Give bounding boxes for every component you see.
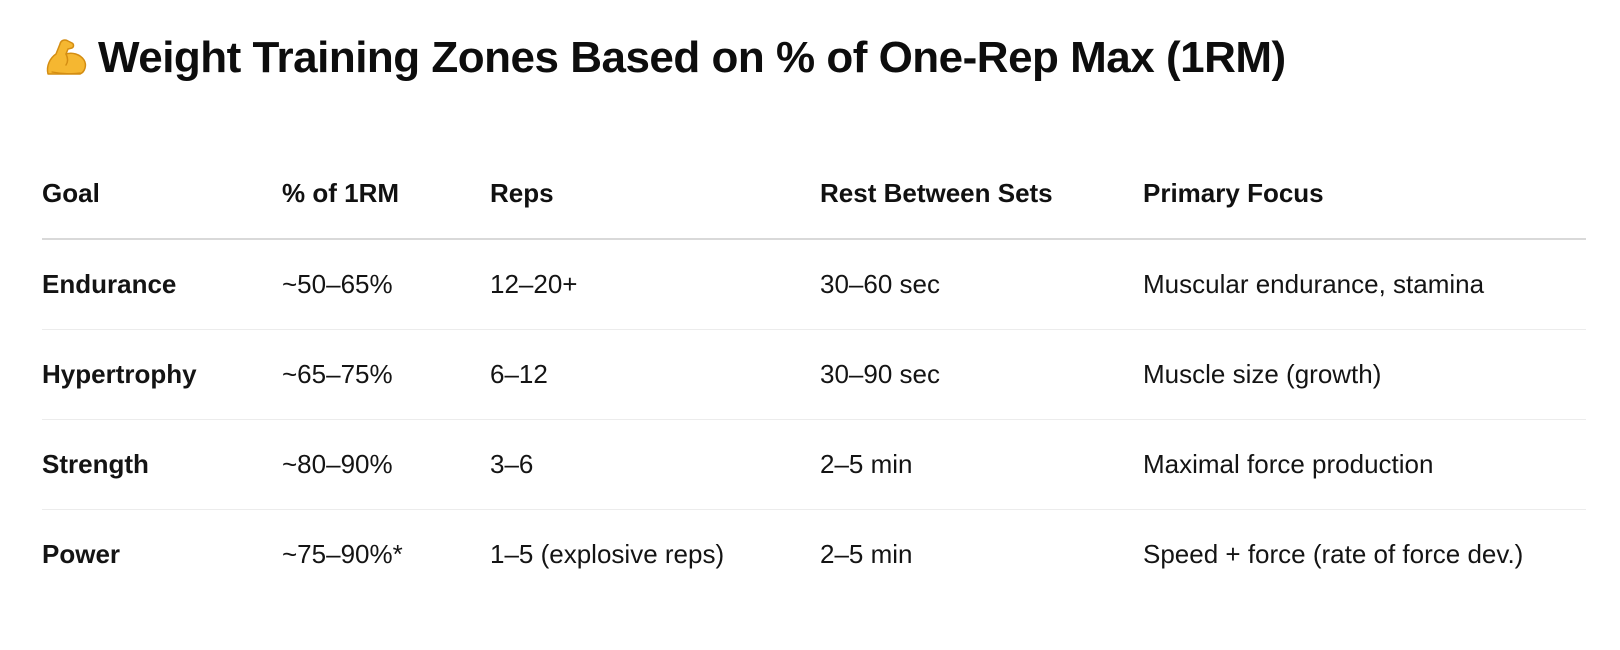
cell-rest: 30–60 sec bbox=[820, 239, 1143, 330]
cell-goal: Hypertrophy bbox=[42, 329, 282, 420]
cell-rest: 30–90 sec bbox=[820, 329, 1143, 420]
table-row: Endurance ~50–65% 12–20+ 30–60 sec Muscu… bbox=[42, 239, 1586, 330]
cell-percent-1rm: ~65–75% bbox=[282, 329, 490, 420]
page-title: Weight Training Zones Based on % of One-… bbox=[42, 28, 1286, 88]
cell-primary-focus: Muscle size (growth) bbox=[1143, 329, 1586, 420]
cell-reps: 6–12 bbox=[490, 329, 820, 420]
cell-percent-1rm: ~80–90% bbox=[282, 419, 490, 510]
header-primary-focus: Primary Focus bbox=[1143, 148, 1586, 240]
cell-reps: 12–20+ bbox=[490, 239, 820, 330]
header-goal: Goal bbox=[42, 148, 282, 240]
cell-rest: 2–5 min bbox=[820, 419, 1143, 510]
cell-reps: 1–5 (explosive reps) bbox=[490, 539, 725, 569]
table-row: Power ~75–90%* 1–5 (explosive reps) 2–5 … bbox=[42, 510, 1586, 600]
cell-primary-focus: Speed + force (rate of force dev.) bbox=[1143, 539, 1524, 569]
training-zones-table: Goal % of 1RM Reps Rest Between Sets Pri… bbox=[42, 148, 1586, 599]
table-header-row: Goal % of 1RM Reps Rest Between Sets Pri… bbox=[42, 148, 1586, 240]
cell-goal: Strength bbox=[42, 419, 282, 510]
cell-primary-focus: Maximal force production bbox=[1143, 419, 1586, 510]
cell-percent-1rm: ~75–90%* bbox=[282, 539, 403, 569]
header-rest-between-sets: Rest Between Sets bbox=[820, 148, 1143, 240]
cell-rest: 2–5 min bbox=[820, 539, 913, 569]
cell-reps: 3–6 bbox=[490, 419, 820, 510]
title-text: Weight Training Zones Based on % of One-… bbox=[98, 33, 1286, 82]
header-percent-1rm: % of 1RM bbox=[282, 148, 490, 240]
cell-percent-1rm: ~50–65% bbox=[282, 239, 490, 330]
table-row: Strength ~80–90% 3–6 2–5 min Maximal for… bbox=[42, 419, 1586, 510]
flexed-biceps-icon bbox=[42, 34, 90, 82]
cell-goal: Power bbox=[42, 539, 121, 569]
cell-goal: Endurance bbox=[42, 239, 282, 330]
cell-primary-focus: Muscular endurance, stamina bbox=[1143, 239, 1586, 330]
table-row: Hypertrophy ~65–75% 6–12 30–90 sec Muscl… bbox=[42, 329, 1586, 420]
header-reps: Reps bbox=[490, 148, 820, 240]
